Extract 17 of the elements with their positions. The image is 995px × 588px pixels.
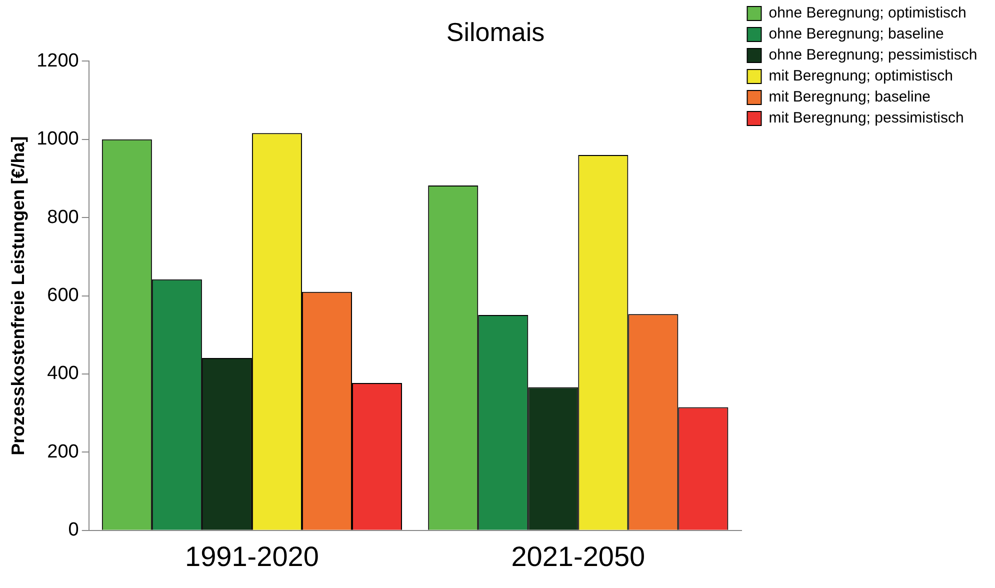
y-axis-title: Prozesskostenfreie Leistungen [€/ha] xyxy=(8,136,28,456)
y-tick-label: 200 xyxy=(47,441,79,462)
y-tick-label: 600 xyxy=(47,285,79,306)
y-tick-label: 1200 xyxy=(36,50,79,72)
legend-label: ohne Beregnung; optimistisch xyxy=(768,4,966,22)
y-tick-label: 1000 xyxy=(36,128,79,150)
x-tick-label: 2021-2050 xyxy=(511,540,646,572)
y-tick-label: 800 xyxy=(47,206,79,228)
legend-label: mit Beregnung; pessimistisch xyxy=(768,110,964,127)
chart-title: Silomais xyxy=(446,16,545,47)
x-tick-label: 1991-2020 xyxy=(185,540,319,572)
y-tick-label: 400 xyxy=(47,363,79,384)
legend-label: ohne Beregnung; pessimistisch xyxy=(768,46,978,64)
legend-label: mit Beregnung; baseline xyxy=(768,88,931,106)
legend-label: mit Beregnung; optimistisch xyxy=(768,68,953,85)
y-tick-label: 0 xyxy=(68,520,79,541)
legend-label: ohne Beregnung; baseline xyxy=(768,26,944,43)
